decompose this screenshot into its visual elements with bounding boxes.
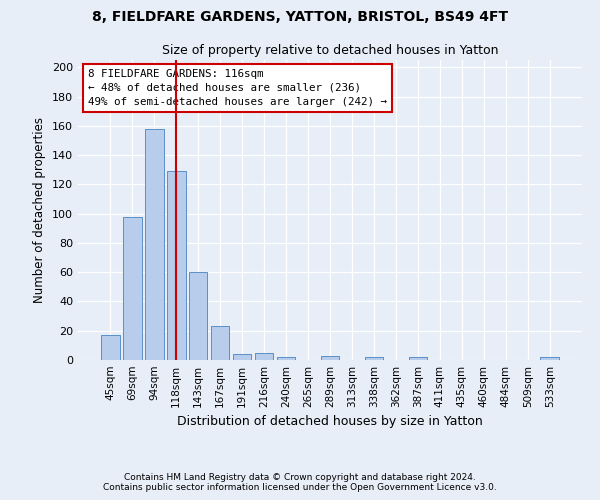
Text: Contains HM Land Registry data © Crown copyright and database right 2024.
Contai: Contains HM Land Registry data © Crown c… [103, 473, 497, 492]
Bar [409, 357, 427, 360]
Bar [145, 129, 164, 360]
Bar [320, 356, 340, 360]
Bar [233, 354, 251, 360]
Title: Size of property relative to detached houses in Yatton: Size of property relative to detached ho… [162, 44, 498, 58]
Text: 8 FIELDFARE GARDENS: 116sqm
← 48% of detached houses are smaller (236)
49% of se: 8 FIELDFARE GARDENS: 116sqm ← 48% of det… [88, 69, 387, 107]
Bar [211, 326, 229, 360]
Bar [189, 272, 208, 360]
Y-axis label: Number of detached properties: Number of detached properties [34, 117, 46, 303]
Bar [123, 216, 142, 360]
Bar [101, 335, 119, 360]
Bar [365, 357, 383, 360]
X-axis label: Distribution of detached houses by size in Yatton: Distribution of detached houses by size … [177, 416, 483, 428]
Bar [167, 171, 185, 360]
Bar [255, 352, 274, 360]
Bar [541, 357, 559, 360]
Bar [277, 357, 295, 360]
Text: 8, FIELDFARE GARDENS, YATTON, BRISTOL, BS49 4FT: 8, FIELDFARE GARDENS, YATTON, BRISTOL, B… [92, 10, 508, 24]
